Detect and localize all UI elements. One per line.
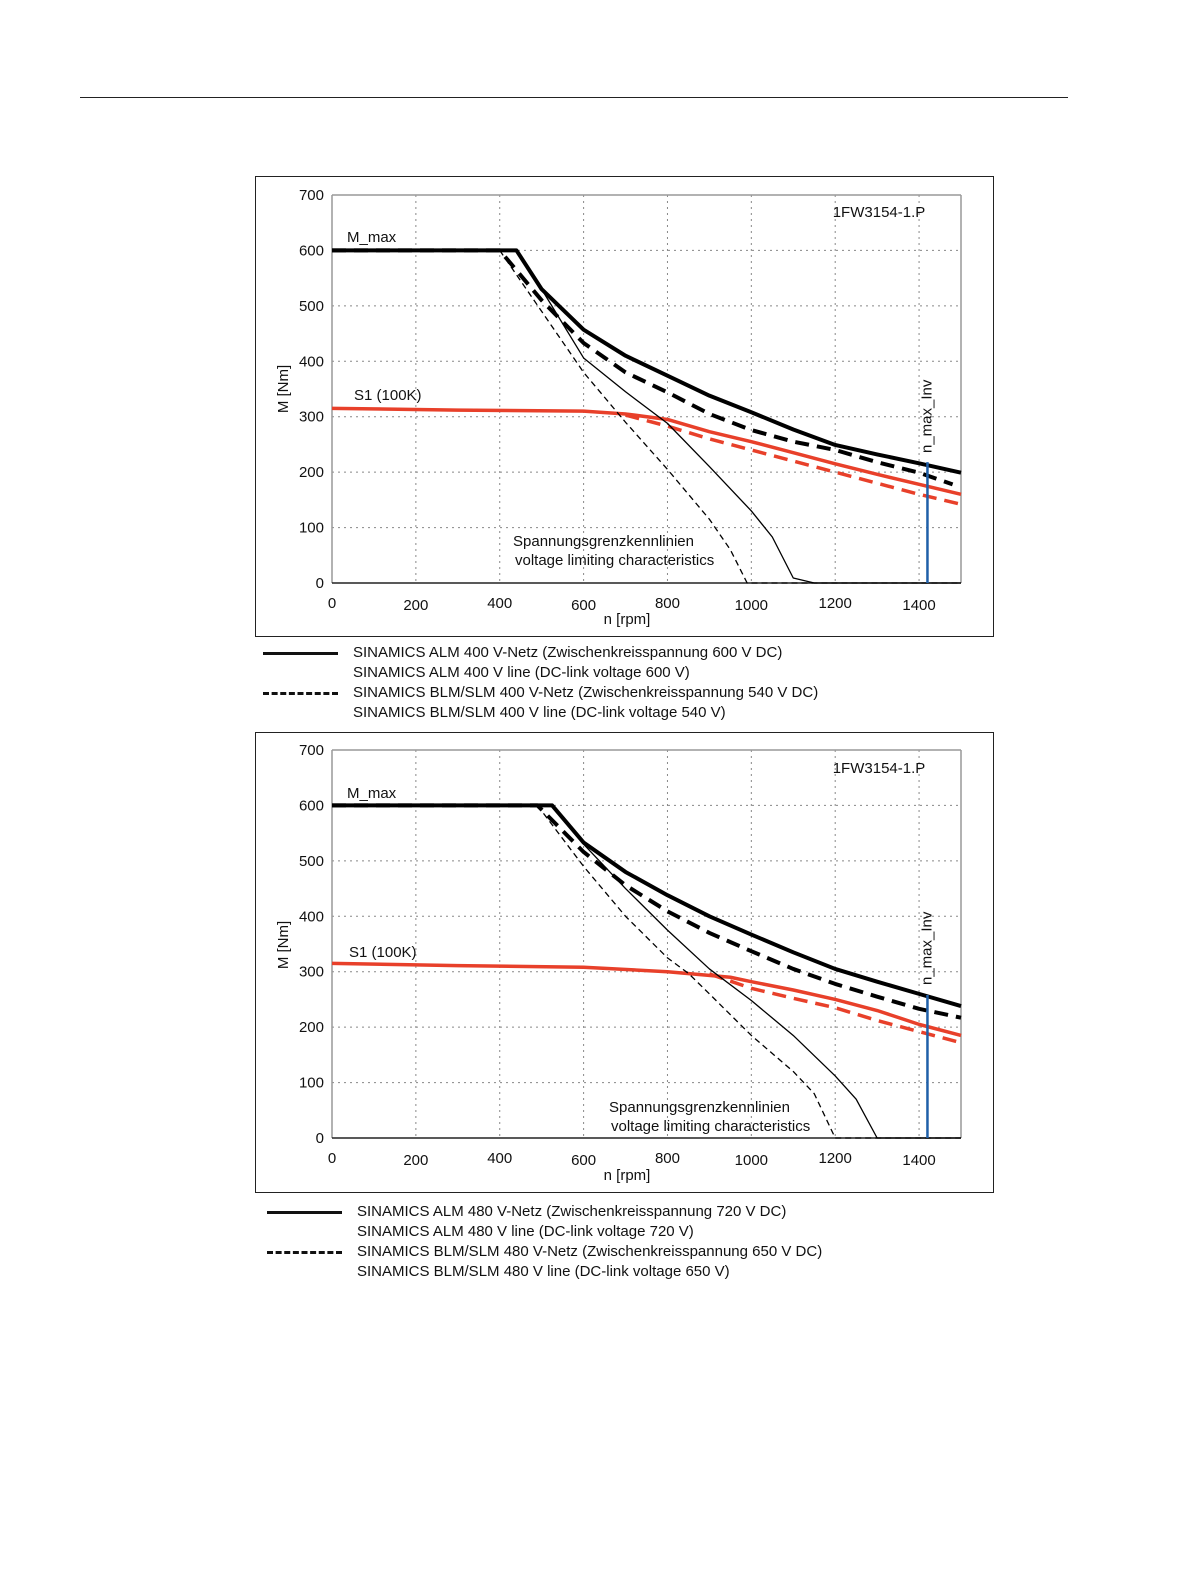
legend-text-de: SINAMICS BLM/SLM 400 V-Netz (Zwischenkre… bbox=[353, 684, 819, 701]
legend-text-de: SINAMICS ALM 400 V-Netz (Zwischenkreissp… bbox=[353, 644, 783, 661]
x-tick-label: 1400 bbox=[902, 597, 935, 614]
series-thick-dashed-line bbox=[332, 248, 954, 487]
n-max-inv-label: n_max_Inv bbox=[918, 911, 935, 985]
x-axis-label: n [rpm] bbox=[604, 611, 651, 628]
y-tick-label: 400 bbox=[299, 908, 324, 925]
x-tick-label: 400 bbox=[487, 1150, 512, 1167]
series-thin-solid-line bbox=[551, 805, 961, 1139]
chart-svg: 0 100 200 300 400 500 600 700 0 200 400 600 800 1000 1… bbox=[275, 187, 962, 628]
x-tick-label: 1200 bbox=[819, 1150, 852, 1167]
series-thin-solid-line bbox=[515, 250, 961, 584]
chart-title: 1FW3154-1.P bbox=[833, 204, 926, 221]
x-tick-label: 1000 bbox=[735, 1152, 768, 1169]
legend-text-de: SINAMICS ALM 480 V-Netz (Zwischenkreissp… bbox=[357, 1203, 787, 1220]
y-axis-label: M [Nm] bbox=[275, 921, 292, 969]
series-dashed-line bbox=[708, 972, 962, 1045]
annotation-de: Spannungsgrenzkennlinien bbox=[513, 533, 694, 550]
y-tick-label: 100 bbox=[299, 1075, 324, 1092]
x-tick-label: 200 bbox=[403, 1152, 428, 1169]
x-tick-label: 400 bbox=[487, 595, 512, 612]
m-max-label: M_max bbox=[347, 785, 397, 802]
legend-item-alm: SINAMICS ALM 480 V-Netz (Zwischenkreissp… bbox=[267, 1202, 967, 1242]
legend-solid-line bbox=[263, 652, 338, 655]
m-max-label: M_max bbox=[347, 229, 397, 246]
legend-dashed-line bbox=[263, 692, 338, 695]
legend-solid-line bbox=[267, 1211, 342, 1214]
y-tick-label: 600 bbox=[299, 242, 324, 259]
series-thick-dashed-line bbox=[332, 803, 962, 1020]
y-tick-label: 100 bbox=[299, 520, 324, 537]
legend-text-en: SINAMICS BLM/SLM 480 V line (DC-link vol… bbox=[357, 1263, 730, 1280]
y-tick-label: 300 bbox=[299, 409, 324, 426]
y-tick-label: 700 bbox=[299, 742, 324, 759]
x-tick-label: 800 bbox=[655, 595, 680, 612]
x-tick-label: 800 bbox=[655, 1150, 680, 1167]
y-tick-label: 600 bbox=[299, 797, 324, 814]
y-tick-label: 700 bbox=[299, 187, 324, 204]
series-solid-line bbox=[331, 961, 962, 1038]
annotation-en: voltage limiting characteristics bbox=[611, 1118, 810, 1135]
series-thick-solid-line bbox=[332, 803, 962, 1009]
series-thin-dashed-line bbox=[499, 250, 961, 584]
x-tick-label: 600 bbox=[571, 1152, 596, 1169]
legend-text-en: SINAMICS BLM/SLM 400 V line (DC-link vol… bbox=[353, 704, 726, 721]
y-tick-label: 400 bbox=[299, 353, 324, 370]
y-tick-label: 500 bbox=[299, 298, 324, 315]
x-tick-label: 1000 bbox=[735, 597, 768, 614]
series-solid-line bbox=[331, 406, 962, 497]
legend-item-blm: SINAMICS BLM/SLM 480 V-Netz (Zwischenkre… bbox=[267, 1242, 967, 1282]
x-tick-label: 200 bbox=[403, 597, 428, 614]
torque-chart-480v: 0 100 200 300 400 500 600 700 0 200 400 600 800 1000 1… bbox=[255, 732, 994, 1193]
n-max-inv-label: n_max_Inv bbox=[918, 379, 935, 453]
x-tick-label: 600 bbox=[571, 597, 596, 614]
y-tick-label: 300 bbox=[299, 964, 324, 981]
y-tick-label: 200 bbox=[299, 1019, 324, 1036]
legend-item-alm: SINAMICS ALM 400 V-Netz (Zwischenkreissp… bbox=[263, 643, 963, 683]
series-dashed-line bbox=[625, 413, 962, 506]
header-rule bbox=[80, 97, 1068, 98]
legend-400v: SINAMICS ALM 400 V-Netz (Zwischenkreissp… bbox=[263, 643, 963, 723]
s1-label: S1 (100K) bbox=[349, 944, 417, 961]
x-tick-label: 1400 bbox=[902, 1152, 935, 1169]
annotation-de: Spannungsgrenzkennlinien bbox=[609, 1099, 790, 1116]
x-tick-label: 0 bbox=[328, 1150, 336, 1167]
legend-dashed-line bbox=[267, 1251, 342, 1254]
chart-title: 1FW3154-1.P bbox=[833, 760, 926, 777]
legend-item-blm: SINAMICS BLM/SLM 400 V-Netz (Zwischenkre… bbox=[263, 683, 963, 723]
chart-svg: 0 100 200 300 400 500 600 700 0 200 400 600 800 1000 1… bbox=[275, 742, 962, 1184]
legend-text-en: SINAMICS ALM 400 V line (DC-link voltage… bbox=[353, 664, 690, 681]
legend-text-de: SINAMICS BLM/SLM 480 V-Netz (Zwischenkre… bbox=[357, 1243, 823, 1260]
y-tick-label: 0 bbox=[316, 1130, 324, 1147]
y-tick-label: 200 bbox=[299, 464, 324, 481]
y-tick-label: 500 bbox=[299, 853, 324, 870]
torque-chart-400v: 0 100 200 300 400 500 600 700 0 200 400 600 800 1000 1… bbox=[255, 176, 994, 637]
legend-480v: SINAMICS ALM 480 V-Netz (Zwischenkreissp… bbox=[267, 1202, 967, 1282]
legend-text-en: SINAMICS ALM 480 V line (DC-link voltage… bbox=[357, 1223, 694, 1240]
x-tick-label: 1200 bbox=[819, 595, 852, 612]
x-tick-label: 0 bbox=[328, 595, 336, 612]
y-axis-label: M [Nm] bbox=[275, 365, 292, 413]
x-axis-label: n [rpm] bbox=[604, 1167, 651, 1184]
annotation-en: voltage limiting characteristics bbox=[515, 552, 714, 569]
s1-label: S1 (100K) bbox=[354, 387, 422, 404]
y-tick-label: 0 bbox=[316, 575, 324, 592]
